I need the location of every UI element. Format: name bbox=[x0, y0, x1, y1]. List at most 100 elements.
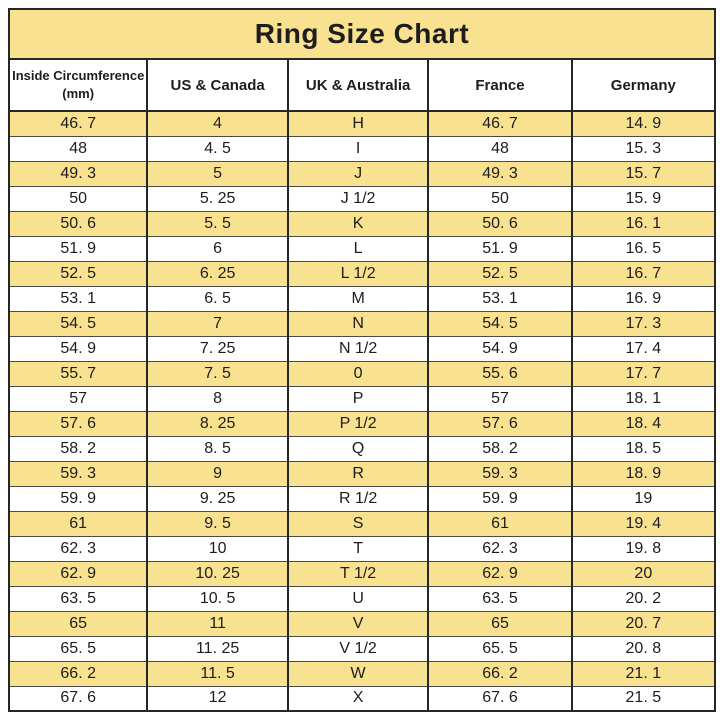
table-cell: 50 bbox=[7, 185, 149, 212]
table-cell: J 1/2 bbox=[286, 185, 430, 212]
table-cell: 17. 4 bbox=[570, 335, 717, 362]
table-cell: 10. 25 bbox=[146, 560, 289, 587]
table-cell: 57 bbox=[7, 385, 149, 412]
table-cell: 19. 4 bbox=[570, 510, 717, 537]
table-cell: 15. 9 bbox=[570, 185, 717, 212]
table-cell: 11. 5 bbox=[146, 660, 289, 687]
table-cell: 58. 2 bbox=[427, 435, 573, 462]
table-cell: 20. 7 bbox=[570, 610, 717, 637]
table-cell: 11 bbox=[146, 610, 289, 637]
table-cell: X bbox=[286, 685, 430, 712]
table-cell: 5. 5 bbox=[146, 210, 289, 237]
table-cell: 20. 8 bbox=[570, 635, 717, 662]
table-cell: 57 bbox=[427, 385, 573, 412]
table-cell: W bbox=[286, 660, 430, 687]
table-cell: P 1/2 bbox=[286, 410, 430, 437]
table-cell: 46. 7 bbox=[7, 110, 149, 137]
table-cell: P bbox=[286, 385, 430, 412]
table-cell: 7. 25 bbox=[146, 335, 289, 362]
table-cell: 62. 3 bbox=[427, 535, 573, 562]
table-row: 54. 5 7 N 54. 5 17. 3 bbox=[7, 310, 717, 337]
table-cell: 67. 6 bbox=[7, 685, 149, 712]
table-cell: 61 bbox=[7, 510, 149, 537]
table-cell: N bbox=[286, 310, 430, 337]
col-header-france: France bbox=[427, 58, 573, 112]
table-cell: 59. 3 bbox=[427, 460, 573, 487]
table-cell: 48 bbox=[427, 135, 573, 162]
col-header-germany: Germany bbox=[570, 58, 717, 112]
table-cell: V 1/2 bbox=[286, 635, 430, 662]
table-cell: 20. 2 bbox=[570, 585, 717, 612]
table-cell: 9. 5 bbox=[146, 510, 289, 537]
table-cell: 62. 9 bbox=[427, 560, 573, 587]
table-cell: 18. 1 bbox=[570, 385, 717, 412]
table-row: 65. 5 11. 25 V 1/2 65. 5 20. 8 bbox=[7, 635, 717, 662]
table-cell: 50. 6 bbox=[427, 210, 573, 237]
table-row: 65 11 V 65 20. 7 bbox=[7, 610, 717, 637]
table-cell: J bbox=[286, 160, 430, 187]
table-row: 61 9. 5 S 61 19. 4 bbox=[7, 510, 717, 537]
table-cell: K bbox=[286, 210, 430, 237]
table-cell: 46. 7 bbox=[427, 110, 573, 137]
table-cell: 54. 5 bbox=[7, 310, 149, 337]
table-cell: 54. 5 bbox=[427, 310, 573, 337]
header-row: Inside Circumference (mm) US & Canada UK… bbox=[7, 58, 717, 112]
ring-size-chart: Ring Size Chart Inside Circumference (mm… bbox=[7, 8, 717, 712]
table-cell: 54. 9 bbox=[7, 335, 149, 362]
table-cell: 18. 5 bbox=[570, 435, 717, 462]
table-cell: 51. 9 bbox=[7, 235, 149, 262]
page-title: Ring Size Chart bbox=[8, 8, 716, 60]
table-cell: 49. 3 bbox=[7, 160, 149, 187]
table-cell: 18. 9 bbox=[570, 460, 717, 487]
table-cell: 65. 5 bbox=[7, 635, 149, 662]
table-cell: 4 bbox=[146, 110, 289, 137]
table-cell: 66. 2 bbox=[7, 660, 149, 687]
table-cell: 21. 1 bbox=[570, 660, 717, 687]
table-row: 52. 5 6. 25 L 1/2 52. 5 16. 7 bbox=[7, 260, 717, 287]
table-cell: 19 bbox=[570, 485, 717, 512]
table-cell: 8. 5 bbox=[146, 435, 289, 462]
table-cell: L bbox=[286, 235, 430, 262]
table-row: 49. 3 5 J 49. 3 15. 7 bbox=[7, 160, 717, 187]
table-cell: 57. 6 bbox=[7, 410, 149, 437]
table-cell: 15. 3 bbox=[570, 135, 717, 162]
table-cell: 8. 25 bbox=[146, 410, 289, 437]
col-header-us-canada: US & Canada bbox=[146, 58, 289, 112]
table-body: 46. 7 4 H 46. 7 14. 9 48 4. 5 I 48 15. 3 49. 3 5 J 49… bbox=[7, 110, 717, 712]
table-cell: U bbox=[286, 585, 430, 612]
table-cell: 48 bbox=[7, 135, 149, 162]
table-cell: N 1/2 bbox=[286, 335, 430, 362]
table-cell: 21. 5 bbox=[570, 685, 717, 712]
col-header-inside-circumference: Inside Circumference (mm) bbox=[7, 58, 149, 112]
table-cell: 7. 5 bbox=[146, 360, 289, 387]
table-cell: 17. 3 bbox=[570, 310, 717, 337]
col-header-uk-australia: UK & Australia bbox=[286, 58, 430, 112]
table-cell: L 1/2 bbox=[286, 260, 430, 287]
table-cell: 52. 5 bbox=[427, 260, 573, 287]
table-cell: M bbox=[286, 285, 430, 312]
table-row: 51. 9 6 L 51. 9 16. 5 bbox=[7, 235, 717, 262]
table-row: 46. 7 4 H 46. 7 14. 9 bbox=[7, 110, 717, 137]
table-cell: S bbox=[286, 510, 430, 537]
table-cell: 51. 9 bbox=[427, 235, 573, 262]
table-cell: 66. 2 bbox=[427, 660, 573, 687]
table-cell: 12 bbox=[146, 685, 289, 712]
table-cell: 10. 5 bbox=[146, 585, 289, 612]
table-cell: 20 bbox=[570, 560, 717, 587]
table-cell: 50 bbox=[427, 185, 573, 212]
table-cell: 16. 5 bbox=[570, 235, 717, 262]
table-cell: 16. 7 bbox=[570, 260, 717, 287]
table-cell: 9 bbox=[146, 460, 289, 487]
table-cell: 65 bbox=[427, 610, 573, 637]
table-cell: H bbox=[286, 110, 430, 137]
table-row: 66. 2 11. 5 W 66. 2 21. 1 bbox=[7, 660, 717, 687]
table-row: 67. 6 12 X 67. 6 21. 5 bbox=[7, 685, 717, 712]
table-cell: R bbox=[286, 460, 430, 487]
table-row: 53. 1 6. 5 M 53. 1 16. 9 bbox=[7, 285, 717, 312]
table-row: 50 5. 25 J 1/2 50 15. 9 bbox=[7, 185, 717, 212]
table-cell: 59. 9 bbox=[7, 485, 149, 512]
table-row: 59. 3 9 R 59. 3 18. 9 bbox=[7, 460, 717, 487]
table-row: 57 8 P 57 18. 1 bbox=[7, 385, 717, 412]
table-cell: 15. 7 bbox=[570, 160, 717, 187]
table-cell: 5 bbox=[146, 160, 289, 187]
